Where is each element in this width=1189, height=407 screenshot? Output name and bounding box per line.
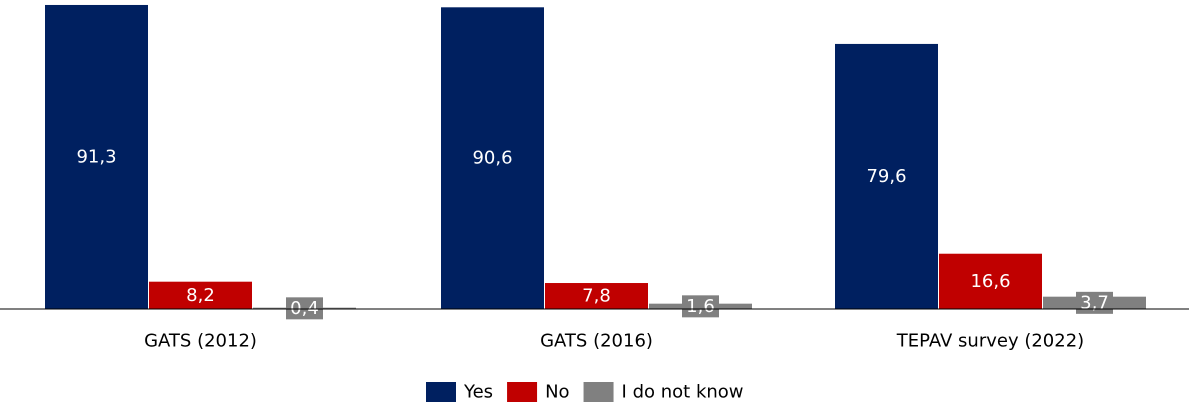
bars-group [45, 4, 1146, 309]
x-tick-label: GATS (2012) [144, 331, 257, 352]
data-label: 79,6 [866, 166, 906, 187]
legend-label: Yes [463, 382, 493, 403]
data-label-bg [862, 165, 911, 188]
legend-swatch [583, 382, 614, 402]
legend: Yes No I do not know [426, 382, 744, 403]
data-label: 3,7 [1080, 292, 1109, 313]
data-labels-group: 91,3 8,2 0,4 90,6 7,8 1,6 79,6 16,6 3,7 [72, 145, 1113, 320]
data-label: 8,2 [186, 285, 215, 306]
legend-label: No [545, 382, 569, 403]
data-label-bg [286, 297, 323, 320]
data-label: 0,4 [290, 298, 319, 319]
data-label-bg [966, 270, 1015, 293]
x-axis-tick-labels: GATS (2012) GATS (2016) TEPAV survey (2022… [144, 331, 1084, 352]
legend-swatch [507, 382, 538, 402]
data-label-bg [468, 147, 517, 170]
data-label-bg [182, 284, 219, 307]
data-label: 1,6 [686, 296, 715, 317]
x-tick-label: GATS (2016) [540, 331, 653, 352]
data-label: 16,6 [970, 271, 1010, 292]
x-tick-label: TEPAV survey (2022) [896, 331, 1084, 352]
data-label: 90,6 [472, 148, 512, 169]
data-label-bg [72, 145, 121, 168]
data-label-bg [682, 295, 719, 318]
data-label: 7,8 [582, 286, 611, 307]
legend-label: I do not know [622, 382, 744, 403]
data-label-bg [578, 285, 615, 308]
data-label-bg [1076, 291, 1113, 314]
data-label: 91,3 [76, 146, 116, 167]
legend-swatch [426, 382, 456, 402]
